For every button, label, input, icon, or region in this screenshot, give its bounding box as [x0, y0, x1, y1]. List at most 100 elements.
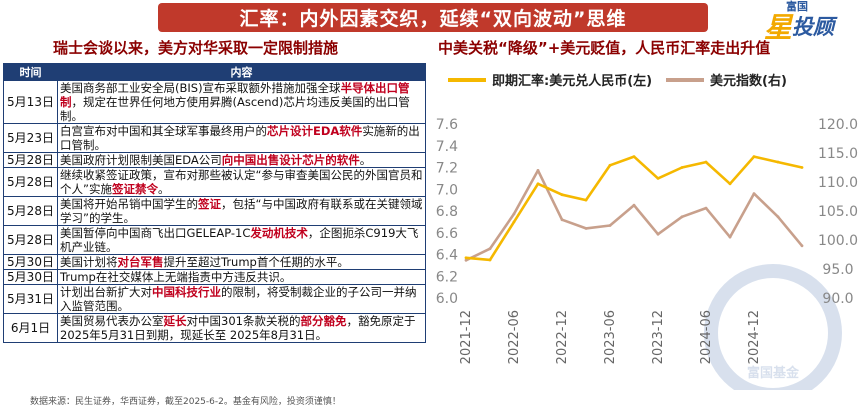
event-text: 美国计划将	[60, 255, 118, 269]
y-right-tick-label: 120.0	[818, 117, 858, 133]
y-left-tick-label: 6.4	[436, 248, 458, 264]
data-point-usdcny	[584, 198, 588, 202]
x-axis: 2021-12 2022-06 2022-12 2023-06 2023-12 2024-…	[459, 310, 762, 364]
y-right-tick-label: 90.0	[822, 291, 853, 307]
data-point-usdcny	[800, 166, 804, 169]
table-row: 6月1日 美国贸易代表办公室延长对中国301条款关税的部分豁免，豁免原定于2025…	[3, 313, 426, 343]
event-text: 美国政府计划限制美国EDA公司	[60, 153, 222, 167]
event-content: Trump在社交媒体上无端指责中方违反共识。	[57, 269, 426, 285]
event-content: 继续收紧签证政策，宣布对那些被认定“参与审查美国公民的外国官员和个人”实施签证禁…	[57, 167, 426, 197]
highlighted-text: 中国科技行业	[152, 285, 221, 299]
event-text: 对中国301条款关税的	[186, 314, 301, 328]
table-row: 5月13日 美国商务部工业安全局(BIS)宣布采取额外措施加强全球半导体出口管制，…	[3, 80, 426, 124]
event-text: 美国暂停向中国商飞出口GELEAP-1C	[60, 226, 251, 240]
event-content: 计划出台新扩大对中国科技行业的限制，将受制裁企业的子公司一并纳入监管范围。	[57, 284, 426, 314]
data-point-usdcny	[680, 166, 684, 169]
highlighted-text: 部分豁免	[300, 314, 347, 328]
data-point-usdcny	[728, 182, 732, 186]
data-point-dxy	[608, 224, 612, 227]
data-point-dxy	[464, 258, 468, 262]
y-left-tick-label: 6.8	[436, 204, 458, 220]
data-point-dxy	[800, 244, 804, 248]
event-text: 美国将开始吊销中国学生的	[60, 197, 198, 211]
event-date: 5月23日	[3, 123, 58, 153]
plot-area	[464, 155, 804, 262]
table-title: 瑞士会谈以来，美方对华采取一定限制措施	[53, 39, 339, 57]
event-content: 美国暂停向中国商飞出口GELEAP-1C发动机技术，企图扼杀C919大飞机产业链…	[57, 225, 426, 255]
y-left-tick-label: 7.6	[436, 117, 458, 133]
table-row: 5月28日 美国暂停向中国商飞出口GELEAP-1C发动机技术，企图扼杀C919大…	[3, 225, 426, 255]
exchange-rate-chart: 富国基金 即期汇率:美元兑人民币(左) 美元指数(右) 6.0 6.2 6.4 6.6…	[436, 73, 858, 390]
event-text: 。	[359, 153, 372, 167]
y-right-tick-label: 115.0	[818, 146, 858, 162]
table-row: 5月30日 Trump在社交媒体上无端指责中方违反共识。	[3, 269, 426, 285]
event-text: 提升至超过Trump首个任期的水平。	[163, 255, 349, 269]
event-text: 继续收紧签证政策，宣布对那些被认定“参与审查美国公民的外国官员和个人”实施	[60, 168, 423, 196]
event-date: 5月28日	[3, 196, 58, 226]
event-content: 美国商务部工业安全局(BIS)宣布采取额外措施加强全球半导体出口管制，规定在世界…	[57, 80, 426, 124]
y-left-tick-label: 7.2	[436, 161, 458, 177]
event-date: 5月28日	[3, 167, 58, 197]
y-right-tick-label: 95.0	[822, 262, 853, 278]
data-point-dxy	[560, 218, 564, 222]
x-tick-label: 2022-12	[555, 310, 570, 364]
highlighted-text: 对台军售	[117, 255, 164, 269]
highlighted-text: 延长	[163, 314, 187, 328]
legend-label-dxy: 美元指数(右)	[710, 73, 787, 89]
event-text: 白宫宣布对中国和其全球军事最终用户的	[60, 124, 267, 138]
event-content: 美国政府计划限制美国EDA公司向中国出售设计芯片的软件。	[57, 152, 426, 168]
chart-title: 中美关税“降级”+美元贬值，人民币汇率走出升值	[438, 39, 771, 57]
highlighted-text: 半导体出口管制	[60, 81, 410, 109]
event-date: 5月13日	[3, 80, 58, 124]
event-content: 美国贸易代表办公室延长对中国301条款关税的部分豁免，豁免原定于2025年5月3…	[57, 313, 426, 343]
event-date: 6月1日	[3, 313, 58, 343]
event-text: Trump在社交媒体上无端指责中方违反共识。	[60, 270, 292, 284]
data-point-usdcny	[752, 155, 756, 159]
event-text: ，包括“与中国政府有联系或在关键领域学习”的学生。	[60, 197, 423, 225]
data-point-usdcny	[464, 256, 468, 260]
y-left-tick-label: 6.6	[436, 226, 458, 242]
event-text: 实施新的出口管制。	[60, 124, 420, 152]
series-line-dxy	[465, 169, 804, 262]
table-row: 5月31日 计划出台新扩大对中国科技行业的限制，将受制裁企业的子公司一并纳入监管范…	[3, 284, 426, 314]
events-table: 时间 内容 5月13日 美国商务部工业安全局(BIS)宣布采取额外措施加强全球半导…	[3, 63, 426, 343]
logo-main-text: 投顾	[792, 15, 834, 39]
event-text: 美国贸易代表办公室	[60, 314, 164, 328]
data-point-dxy	[728, 235, 732, 239]
table-row: 5月23日 白宫宣布对中国和其全球军事最终用户的芯片设计EDA软件实施新的出口管制…	[3, 123, 426, 153]
event-text: 。	[157, 182, 170, 196]
highlighted-text: 发动机技术	[250, 226, 308, 240]
y-right-tick-label: 110.0	[818, 175, 858, 191]
event-date: 5月30日	[3, 269, 58, 285]
highlighted-text: 签证	[198, 197, 221, 211]
x-tick-label: 2021-12	[459, 310, 474, 364]
highlighted-text: 向中国出售设计芯片的软件	[221, 153, 360, 167]
x-tick-label: 2023-06	[603, 310, 618, 364]
data-point-usdcny	[704, 160, 708, 164]
data-point-dxy	[680, 215, 684, 219]
highlighted-text: 签证禁令	[111, 182, 158, 196]
x-tick-label: 2024-06	[699, 310, 714, 364]
table-row: 5月30日 美国计划将对台军售提升至超过Trump首个任期的水平。	[3, 254, 426, 270]
event-text: ，规定在世界任何地方使用昇腾(Ascend)芯片均违反美国的出口管制。	[60, 95, 410, 123]
data-point-dxy	[536, 169, 540, 172]
y-left-tick-label: 7.0	[436, 182, 458, 198]
y-axis-right: 90.0 95.0 100.0 105.0 110.0 115.0 120.0	[818, 117, 858, 307]
data-point-usdcny	[776, 160, 780, 164]
legend-label-usdcny: 即期汇率:美元兑人民币(左)	[492, 73, 652, 89]
y-left-tick-label: 6.2	[436, 269, 458, 285]
x-tick-label: 2023-12	[651, 310, 666, 364]
data-point-dxy	[632, 203, 636, 207]
y-left-tick-label: 7.4	[436, 139, 458, 155]
event-date: 5月28日	[3, 225, 58, 255]
y-left-tick-label: 6.0	[436, 291, 458, 307]
event-text: 的限制，将受制裁企业的子公司一并纳入监管范围。	[60, 285, 417, 313]
data-source-footnote: 数据来源：民生证券，华西证券，截至2025-6-2。基金有风险，投资须谨慎！	[30, 397, 341, 407]
table-row: 5月28日 美国政府计划限制美国EDA公司向中国出售设计芯片的软件。	[3, 152, 426, 168]
data-point-usdcny	[656, 176, 660, 180]
data-point-usdcny	[632, 155, 636, 159]
table-row: 5月28日 继续收紧签证政策，宣布对那些被认定“参与审查美国公民的外国官员和个人”…	[3, 167, 426, 197]
column-header-content: 内容	[57, 63, 426, 81]
event-text: ，豁免原定于2025年5月31日到期，现延长至 2025年8月31日。	[60, 314, 416, 342]
data-point-usdcny	[560, 193, 564, 197]
